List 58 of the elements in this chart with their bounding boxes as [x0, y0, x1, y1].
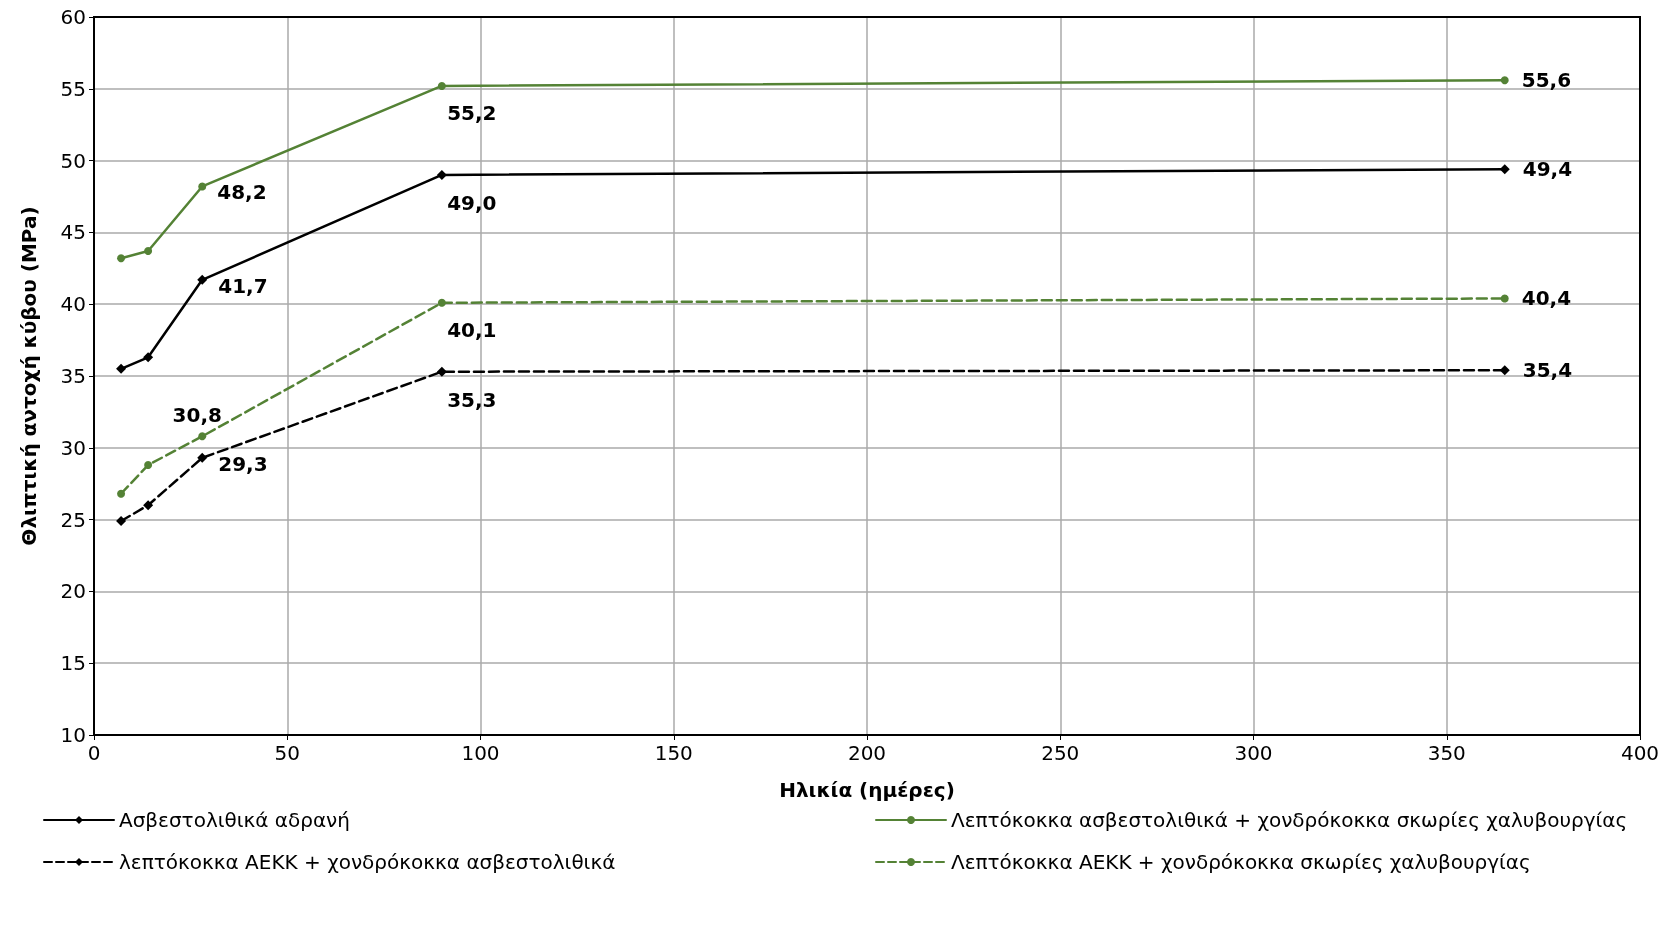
x-tick-label: 400	[1620, 741, 1660, 765]
data-label: 40,4	[1521, 286, 1572, 311]
y-tick-label: 50	[60, 148, 86, 173]
point	[436, 169, 447, 180]
x-tick-label: 350	[1427, 741, 1466, 765]
point	[198, 432, 207, 441]
x-axis-title: Ηλικία (ημέρες)	[779, 778, 955, 802]
x-tick-label: 100	[461, 741, 500, 765]
point	[117, 489, 126, 498]
point	[197, 274, 208, 285]
data-label: 55,6	[1521, 68, 1572, 93]
x-tick-label: 150	[654, 741, 693, 765]
point	[437, 81, 446, 90]
point	[116, 516, 127, 527]
y-tick-label: 40	[60, 292, 86, 317]
point	[117, 254, 126, 263]
data-label: 35,4	[1522, 358, 1573, 383]
legend-label: λεπτόκοκκα ΑΕΚΚ + χονδρόκοκκα ασβεστολιθικά	[119, 850, 616, 874]
data-label: 35,3	[447, 387, 497, 412]
data-label: 41,7	[218, 273, 268, 298]
y-axis-title: Θλιπτική αντοχή κύβου (MPa)	[17, 206, 41, 546]
y-tick-label: 10	[60, 723, 86, 747]
point	[143, 500, 154, 511]
x-tick-label: 200	[847, 741, 887, 765]
data-label: 49,0	[447, 190, 497, 215]
point	[143, 352, 154, 363]
y-tick-label: 30	[60, 435, 86, 460]
point	[437, 298, 446, 307]
legend-label: Λεπτόκοκκα ασβεστολιθικά + χονδρόκοκκα σκωρίες χαλυβουργίας	[951, 808, 1628, 832]
x-tick-label: 250	[1041, 741, 1080, 765]
point	[1500, 294, 1509, 303]
point	[116, 363, 127, 374]
data-label: 55,2	[447, 100, 497, 125]
point	[1500, 76, 1509, 85]
data-label: 29,3	[218, 451, 268, 476]
data-label: 49,4	[1522, 157, 1573, 182]
y-tick-label: 15	[60, 651, 86, 676]
point	[436, 366, 447, 377]
y-tick-label: 35	[60, 364, 86, 388]
legend-label: Λεπτόκοκκα ΑΕΚΚ + χονδρόκοκκα σκωρίες χαλυβουργίας	[951, 850, 1531, 874]
legend-label: Ασβεστολιθικά αδρανή	[119, 808, 350, 832]
y-tick-label: 25	[60, 507, 86, 532]
y-tick-label: 60	[60, 5, 86, 29]
point	[1499, 164, 1510, 175]
point	[144, 461, 153, 470]
point	[197, 452, 208, 463]
y-tick-label: 20	[60, 579, 86, 604]
point	[198, 182, 207, 191]
point	[1499, 365, 1510, 376]
data-label: 40,1	[447, 317, 497, 342]
data-label: 30,8	[172, 403, 222, 428]
y-tick-label: 55	[60, 76, 86, 101]
x-tick-label: 0	[87, 741, 101, 765]
data-label: 48,2	[217, 180, 267, 205]
y-tick-label: 45	[60, 220, 86, 245]
point	[144, 247, 153, 256]
x-tick-label: 50	[274, 741, 300, 765]
x-tick-label: 300	[1234, 741, 1273, 765]
